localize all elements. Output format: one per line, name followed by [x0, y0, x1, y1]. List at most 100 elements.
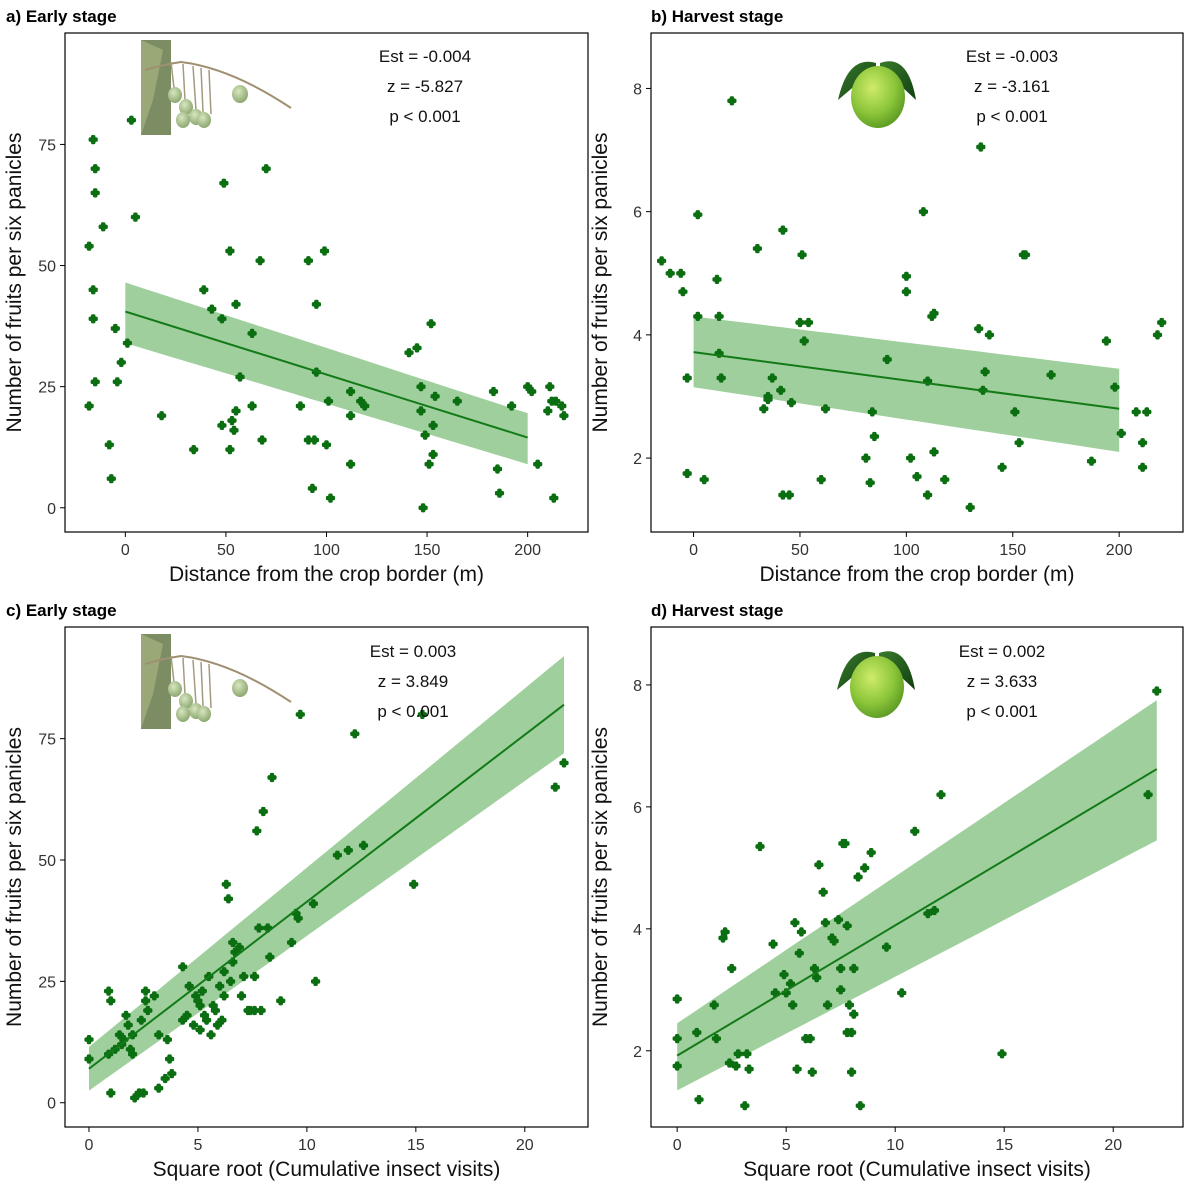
data-point-core	[262, 165, 270, 173]
x-tick-label: 15	[407, 1137, 425, 1154]
data-point	[847, 1027, 857, 1038]
data-point	[929, 308, 939, 318]
y-tick-label: 75	[38, 137, 56, 154]
data-point	[257, 435, 267, 445]
data-point-core	[294, 914, 302, 922]
data-point-core	[1047, 371, 1055, 379]
data-point	[189, 1020, 199, 1030]
data-point	[90, 164, 100, 174]
data-point-core	[305, 436, 312, 444]
data-point-core	[251, 1007, 258, 1014]
data-point-core	[140, 1089, 147, 1097]
data-point-core	[785, 491, 793, 499]
data-point	[527, 386, 537, 397]
data-point	[929, 905, 939, 916]
data-point	[1157, 317, 1167, 328]
data-point	[104, 986, 114, 996]
data-point	[358, 840, 369, 850]
data-point-core	[85, 1055, 93, 1063]
data-point	[416, 406, 426, 416]
data-point-core	[496, 489, 503, 497]
data-point	[276, 996, 286, 1006]
data-point-core	[788, 399, 795, 406]
data-point	[195, 1025, 205, 1035]
data-point	[207, 304, 217, 314]
data-point-core	[144, 1007, 152, 1014]
data-point	[84, 1054, 94, 1064]
data-point	[923, 909, 933, 919]
data-point-core	[800, 337, 808, 345]
data-point-core	[313, 300, 320, 308]
data-point	[853, 872, 863, 882]
data-point	[978, 385, 988, 395]
data-point	[256, 1005, 266, 1016]
data-point	[141, 996, 151, 1006]
y-tick-label: 6	[633, 205, 642, 222]
data-point-core	[214, 1021, 221, 1029]
data-point	[861, 453, 871, 463]
data-point-core	[822, 405, 829, 413]
data-point	[778, 490, 788, 500]
small-mango-icon	[197, 706, 211, 722]
data-point-core	[429, 422, 437, 429]
data-point	[770, 988, 780, 998]
y-tick-label: 2	[633, 451, 642, 468]
small-mango-icon	[168, 87, 182, 103]
data-point	[149, 991, 159, 1001]
data-point-core	[347, 388, 354, 395]
data-point	[84, 241, 94, 251]
data-point	[776, 385, 786, 395]
data-point	[227, 416, 237, 426]
data-point-core	[903, 272, 910, 280]
data-point-core	[658, 257, 665, 265]
data-point-core	[981, 368, 989, 376]
confidence-band	[125, 282, 528, 465]
data-point	[910, 826, 920, 836]
data-point	[247, 401, 257, 411]
data-point-core	[166, 1055, 173, 1063]
stat-estimate: Est = 0.002	[959, 642, 1045, 661]
data-point-core	[805, 319, 812, 326]
x-axis-label: Square root (Cumulative insect visits)	[153, 1158, 501, 1181]
panel-c: c) Early stage 0 5 10 15 20 0 25 50 75 Square roo…	[3, 601, 589, 1181]
data-point-core	[277, 997, 285, 1005]
panel-c-title: c) Early stage	[6, 601, 117, 620]
data-point-core	[713, 1035, 720, 1042]
data-point-core	[550, 494, 558, 502]
data-point-core	[296, 711, 304, 718]
y-tick-label: 0	[47, 501, 56, 518]
data-point	[897, 988, 907, 998]
data-point	[308, 899, 318, 909]
data-point	[231, 299, 241, 309]
x-tick-label: 20	[516, 1137, 534, 1154]
data-point-core	[1139, 439, 1146, 447]
data-point	[212, 1020, 223, 1030]
data-point-core	[710, 1001, 718, 1009]
confidence-band	[693, 316, 1120, 452]
data-point	[1138, 438, 1148, 448]
data-point	[250, 1005, 260, 1016]
data-point-core	[837, 986, 845, 994]
data-point	[740, 1101, 750, 1111]
data-point-core	[113, 378, 121, 386]
data-point	[128, 1049, 138, 1059]
data-point	[549, 493, 559, 503]
data-point	[785, 979, 796, 989]
stat-estimate: Est = -0.003	[966, 47, 1058, 66]
data-point-core	[85, 402, 93, 410]
data-point-core	[310, 900, 317, 908]
data-point-core	[941, 476, 949, 483]
data-point-core	[811, 965, 818, 972]
data-point-core	[558, 402, 566, 410]
data-point-core	[344, 846, 352, 854]
x-axis-label: Distance from the crop border (m)	[759, 563, 1074, 586]
panel-b-icon	[838, 61, 916, 128]
data-point	[428, 420, 438, 430]
data-point-core	[218, 315, 226, 323]
panel-c-plot: 0 5 10 15 20 0 25 50 75 Square root (Cumulative i…	[3, 626, 589, 1181]
data-point	[657, 256, 667, 266]
data-point-core	[721, 928, 729, 936]
data-point	[882, 354, 892, 365]
data-point-core	[198, 987, 206, 995]
data-point-core	[560, 412, 568, 420]
